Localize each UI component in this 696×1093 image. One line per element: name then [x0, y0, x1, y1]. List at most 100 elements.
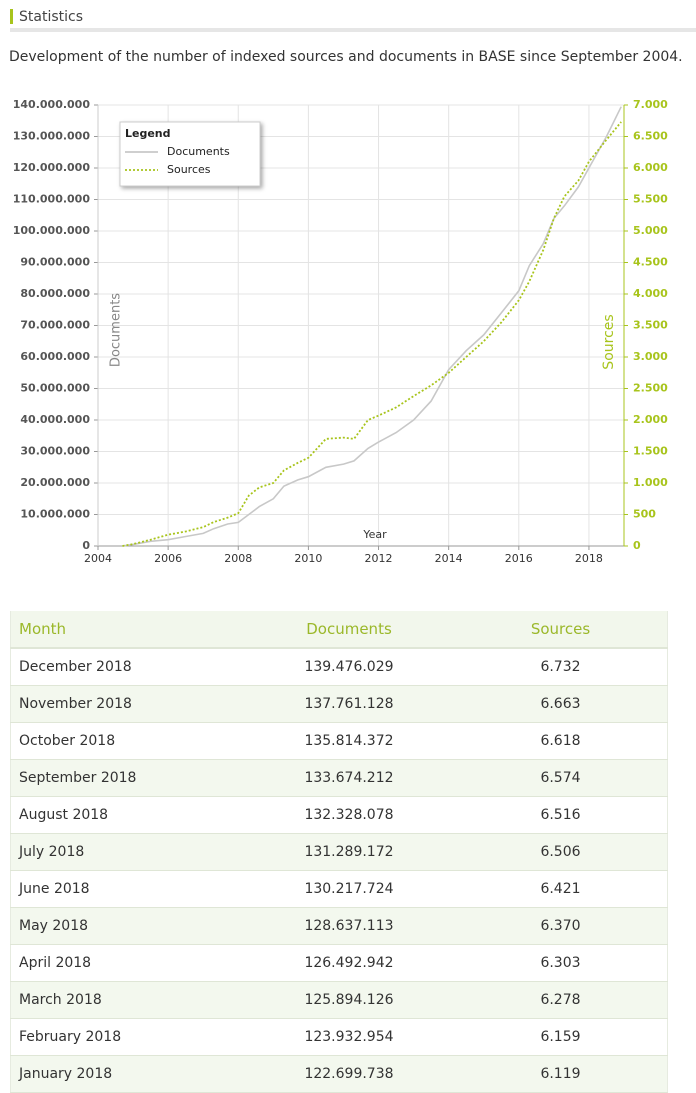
table-cell: August 2018	[10, 796, 244, 834]
y-tick-label: 100.000.000	[13, 224, 91, 237]
table-cell: May 2018	[10, 907, 244, 945]
table-cell: 6.574	[454, 759, 668, 797]
chart: Statistics Development of the number of …	[9, 9, 696, 565]
x-tick-label: 2016	[505, 552, 533, 565]
table-row: May 2018 128.637.113 6.370	[10, 907, 668, 945]
y2-tick-label: 4.500	[633, 256, 668, 269]
x-tick-label: 2004	[84, 552, 112, 565]
legend-box	[119, 121, 261, 187]
y2-tick-label: 1.000	[633, 476, 668, 489]
table-cell: 123.932.954	[244, 1018, 454, 1056]
table-cell: 6.506	[454, 833, 668, 871]
table-cell: June 2018	[10, 870, 244, 908]
table-cell: 6.159	[454, 1018, 668, 1056]
table-row: January 2018 122.699.738 6.119	[10, 1055, 668, 1093]
y-tick-label: 20.000.000	[20, 476, 90, 489]
table-cell: 125.894.126	[244, 981, 454, 1019]
y-tick-label: 70.000.000	[20, 319, 90, 332]
y-tick-label: 120.000.000	[13, 161, 91, 174]
y2-tick-label: 6.500	[633, 130, 668, 143]
table-cell: 6.303	[454, 944, 668, 982]
table-cell: 137.761.128	[244, 685, 454, 723]
table-cell: 6.119	[454, 1055, 668, 1093]
table-cell: 133.674.212	[244, 759, 454, 797]
y2-tick-label: 4.000	[633, 287, 668, 300]
legend-label: Sources	[167, 163, 211, 176]
y-tick-label: 110.000.000	[13, 193, 91, 206]
y-tick-label: 80.000.000	[20, 287, 90, 300]
y2-tick-label: 5.500	[633, 193, 668, 206]
table-row: September 2018 133.674.212 6.574	[10, 759, 668, 797]
y-tick-label: 130.000.000	[13, 130, 91, 143]
table-row: August 2018 132.328.078 6.516	[10, 796, 668, 834]
table-cell: 139.476.029	[244, 648, 454, 686]
table-cell: 6.516	[454, 796, 668, 834]
y2-tick-label: 7.000	[633, 98, 668, 111]
table-cell: 126.492.942	[244, 944, 454, 982]
x-tick-label: 2014	[435, 552, 463, 565]
y-tick-label: 90.000.000	[20, 256, 90, 269]
table-row: November 2018 137.761.128 6.663	[10, 685, 668, 723]
table-cell: 6.278	[454, 981, 668, 1019]
y-tick-label: 140.000.000	[13, 98, 91, 111]
y2-tick-label: 3.500	[633, 319, 668, 332]
column-header: Documents	[244, 611, 454, 649]
table-cell: January 2018	[10, 1055, 244, 1093]
y2-tick-label: 6.000	[633, 161, 668, 174]
table-cell: 128.637.113	[244, 907, 454, 945]
y2-tick-label: 2.500	[633, 382, 668, 395]
table-row: February 2018 123.932.954 6.159	[10, 1018, 668, 1056]
x-axis-title: Year	[362, 528, 387, 541]
table-cell: July 2018	[10, 833, 244, 871]
statistics-table: Month Documents Sources December 2018 139.47…	[10, 611, 668, 1093]
y-axis-title: Documents	[109, 293, 124, 367]
table-row: October 2018 135.814.372 6.618	[10, 722, 668, 760]
x-tick-label: 2006	[154, 552, 182, 565]
y-tick-label: 0	[82, 539, 90, 552]
table-cell: 122.699.738	[244, 1055, 454, 1093]
description: Development of the number of indexed sou…	[9, 49, 683, 65]
table-cell: 130.217.724	[244, 870, 454, 908]
table-cell: February 2018	[10, 1018, 244, 1056]
table-cell: 135.814.372	[244, 722, 454, 760]
x-tick-label: 2012	[365, 552, 393, 565]
x-tick-label: 2018	[575, 552, 603, 565]
y2-tick-label: 500	[633, 508, 656, 521]
y2-tick-label: 1.500	[633, 445, 668, 458]
table-cell: 6.618	[454, 722, 668, 760]
legend-label: Documents	[167, 145, 230, 158]
header-title: Statistics	[19, 9, 83, 25]
table-cell: 6.732	[454, 648, 668, 686]
y-tick-label: 10.000.000	[20, 508, 90, 521]
table-cell: 131.289.172	[244, 833, 454, 871]
table-cell: September 2018	[10, 759, 244, 797]
table-cell: 6.370	[454, 907, 668, 945]
line-series	[122, 106, 622, 547]
y-tick-label: 50.000.000	[20, 382, 90, 395]
y-tick-label: 30.000.000	[20, 445, 90, 458]
header-row: Month Documents Sources	[10, 611, 668, 649]
column-header: Sources	[454, 611, 668, 649]
table-cell: 6.663	[454, 685, 668, 723]
table-cell: December 2018	[10, 648, 244, 686]
y2-axis-title: Sources	[601, 314, 617, 369]
y2-tick-label: 5.000	[633, 224, 668, 237]
y-tick-label: 40.000.000	[20, 413, 90, 426]
column-header: Month	[10, 611, 244, 649]
table-cell: 6.421	[454, 870, 668, 908]
table-cell: April 2018	[10, 944, 244, 982]
table-cell: 132.328.078	[244, 796, 454, 834]
header-accent	[10, 9, 13, 24]
y2-tick-label: 2.000	[633, 413, 668, 426]
table-row: July 2018 131.289.172 6.506	[10, 833, 668, 871]
x-tick-label: 2008	[224, 552, 252, 565]
header-rule	[10, 28, 696, 32]
legend-title: Legend	[125, 127, 171, 140]
table-cell: March 2018	[10, 981, 244, 1019]
y2-tick-label: 3.000	[633, 350, 668, 363]
y-tick-label: 60.000.000	[20, 350, 90, 363]
x-tick-label: 2010	[294, 552, 322, 565]
table-row: April 2018 126.492.942 6.303	[10, 944, 668, 982]
table-cell: November 2018	[10, 685, 244, 723]
